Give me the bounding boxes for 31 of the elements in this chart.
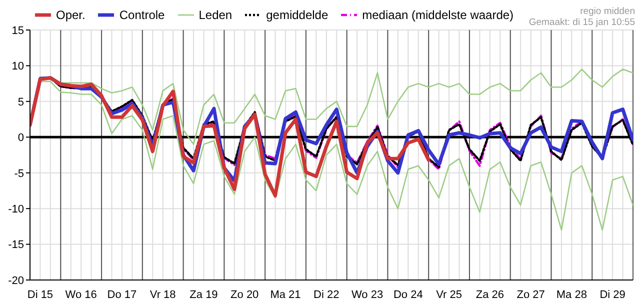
y-tick-label: -5: [14, 168, 24, 180]
x-tick-label: Ma 28: [556, 289, 587, 300]
legend-label: Controle: [119, 8, 165, 22]
legend-label: Leden: [198, 8, 232, 22]
text: regio midden: [579, 6, 635, 17]
x-tick-label: Vr 25: [436, 289, 462, 300]
text: Gemaakt: di 15 jan 10:55: [528, 17, 635, 28]
y-tick-label: 15: [12, 24, 24, 37]
x-tick-label: Ma 21: [270, 289, 301, 300]
x-tick-label: Wo 23: [351, 289, 384, 300]
x-tick-label: Di 29: [600, 289, 626, 300]
x-tick-label: Za 26: [476, 289, 504, 300]
legend-label: Oper.: [56, 8, 86, 22]
x-tick-label: Do 17: [107, 289, 137, 300]
x-tick-label: Do 24: [393, 289, 423, 300]
line-series: [30, 76, 430, 198]
y-tick-label: -10: [8, 203, 24, 216]
y-tick-label: -15: [8, 239, 24, 252]
x-tick-label: Za 19: [190, 289, 218, 300]
x-tick-label: Di 22: [314, 289, 340, 300]
y-tick-label: 5: [18, 96, 24, 108]
legend-label: mediaan (middelste waarde): [362, 8, 514, 22]
x-tick-label: Di 15: [27, 289, 54, 300]
x-tick-label: Wo 16: [65, 289, 97, 300]
legend-label: gemiddelde: [266, 8, 328, 22]
y-tick-label: -20: [8, 274, 24, 287]
y-tick-label: 10: [12, 60, 24, 73]
x-tick-label: Zo 20: [230, 289, 259, 300]
x-tick-label: Vr 18: [150, 289, 176, 300]
y-tick-label: 0: [18, 132, 24, 144]
x-tick-label: Zo 27: [516, 289, 545, 300]
